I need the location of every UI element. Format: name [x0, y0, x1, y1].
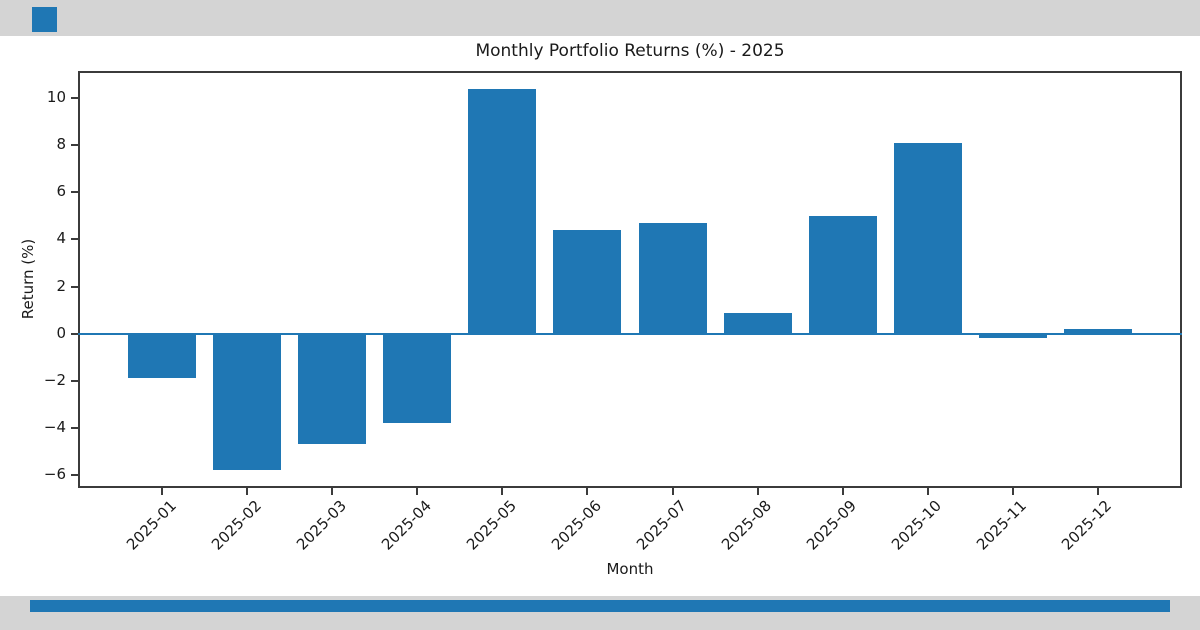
x-tick	[756, 488, 759, 495]
bar-2025-09	[808, 215, 877, 334]
y-tick-label: −4	[43, 418, 66, 437]
x-tick-label-text: 2025-05	[462, 496, 520, 554]
bar-2025-10	[893, 142, 962, 334]
bar-2025-12	[1063, 329, 1132, 334]
y-tick	[71, 238, 78, 241]
y-tick-label: 8	[56, 135, 66, 154]
bar-2025-07	[638, 223, 707, 334]
y-tick-label: −6	[43, 465, 66, 484]
x-tick	[161, 488, 164, 495]
x-tick-label-text: 2025-06	[547, 496, 605, 554]
x-tick-label-text: 2025-11	[972, 496, 1031, 554]
y-tick-label: 0	[56, 323, 66, 342]
bar-2025-06	[553, 230, 622, 334]
bar-2025-03	[298, 333, 367, 445]
x-tick	[416, 488, 419, 495]
x-tick-label-text: 2025-03	[292, 496, 350, 554]
x-tick-label-text: 2025-02	[207, 496, 265, 554]
y-tick-label: 6	[56, 182, 66, 201]
bar-2025-04	[383, 333, 452, 424]
bar-2025-01	[128, 333, 197, 379]
x-tick	[1096, 488, 1099, 495]
x-tick	[331, 488, 334, 495]
bar-2025-05	[468, 88, 537, 334]
x-tick	[246, 488, 249, 495]
y-tick-label: −2	[43, 370, 66, 389]
bar-2025-08	[723, 312, 792, 334]
x-tick	[1011, 488, 1014, 495]
x-tick-label-text: 2025-09	[802, 496, 860, 554]
y-tick	[71, 285, 78, 288]
y-tick	[71, 474, 78, 476]
y-tick	[71, 97, 78, 100]
x-tick-label-text: 2025-12	[1058, 496, 1116, 554]
x-tick-label-text: 2025-08	[717, 496, 775, 554]
x-tick	[586, 488, 589, 495]
zero-line	[78, 332, 1182, 335]
x-tick	[501, 488, 504, 495]
x-tick	[926, 488, 929, 495]
plot-area: 10 8 6 4 2 0 −2 −4 −6 2025-01 2025-02 2025-03 2025-0…	[44, 71, 1182, 554]
y-tick	[71, 426, 78, 429]
bottom-band	[0, 596, 1200, 630]
chart-title: Monthly Portfolio Returns (%) - 2025	[475, 41, 785, 61]
y-tick-label: 10	[46, 88, 66, 107]
x-tick-label-text: 2025-10	[887, 496, 945, 554]
y-tick-label: 2	[56, 276, 66, 295]
x-tick	[671, 488, 674, 495]
x-tick-label-text: 2025-01	[122, 496, 180, 554]
x-tick-label-text: 2025-04	[377, 496, 435, 554]
accent-strip	[30, 600, 1170, 612]
x-tick-label-text: 2025-07	[632, 496, 690, 554]
y-tick-label: 4	[56, 229, 66, 248]
top-band	[0, 0, 1200, 36]
y-tick	[71, 332, 78, 335]
logo-square	[32, 7, 57, 32]
y-tick	[71, 379, 78, 382]
y-tick	[71, 191, 78, 194]
bar-2025-11	[978, 333, 1047, 339]
x-tick	[841, 488, 844, 495]
x-axis-label: Month	[606, 560, 654, 578]
y-tick	[71, 144, 78, 147]
bar-2025-02	[213, 333, 282, 471]
